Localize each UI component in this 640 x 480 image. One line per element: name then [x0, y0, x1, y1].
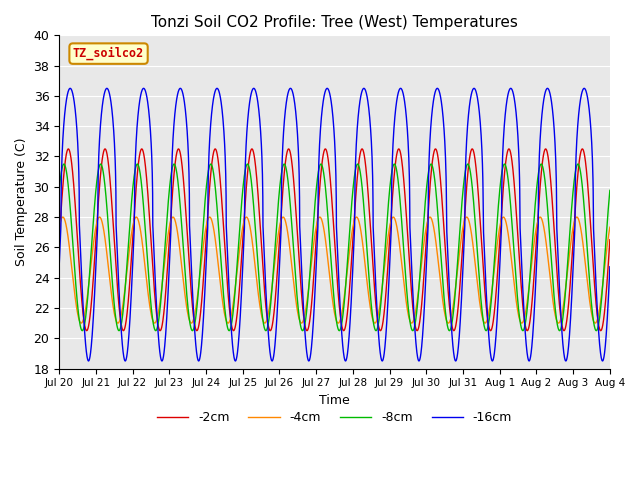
-8cm [151, 327, 159, 333]
-4cm [591, 320, 599, 326]
Line: -4cm: -4cm [59, 217, 610, 323]
-4cm [606, 224, 614, 230]
-8cm [536, 163, 544, 169]
-4cm [59, 214, 67, 220]
-4cm [267, 297, 275, 302]
-4cm [55, 224, 63, 230]
-4cm [291, 286, 298, 291]
-8cm [118, 316, 126, 322]
Line: -8cm: -8cm [59, 164, 610, 331]
X-axis label: Time: Time [319, 394, 350, 407]
-8cm [267, 303, 275, 309]
-16cm [118, 339, 126, 345]
-16cm [291, 98, 298, 104]
Line: -2cm: -2cm [59, 149, 610, 331]
-4cm [536, 214, 544, 220]
-2cm [597, 328, 605, 334]
-16cm [598, 358, 606, 364]
-16cm [151, 269, 159, 275]
-2cm [55, 237, 63, 243]
-16cm [536, 141, 544, 146]
-8cm [60, 161, 68, 167]
-2cm [151, 293, 159, 299]
-2cm [267, 328, 275, 334]
-4cm [151, 320, 159, 326]
-8cm [606, 188, 614, 193]
-2cm [65, 146, 72, 152]
Title: Tonzi Soil CO2 Profile: Tree (West) Temperatures: Tonzi Soil CO2 Profile: Tree (West) Temp… [151, 15, 518, 30]
-2cm [595, 325, 603, 331]
-2cm [536, 186, 544, 192]
-16cm [595, 337, 603, 343]
-8cm [55, 188, 63, 193]
-2cm [291, 187, 298, 192]
-16cm [55, 264, 63, 270]
-8cm [291, 259, 298, 264]
-8cm [596, 316, 604, 322]
-4cm [118, 307, 126, 312]
Line: -16cm: -16cm [59, 88, 610, 361]
-8cm [593, 328, 600, 334]
Y-axis label: Soil Temperature (C): Soil Temperature (C) [15, 138, 28, 266]
Text: TZ_soilco2: TZ_soilco2 [73, 47, 144, 60]
-16cm [606, 264, 614, 270]
-4cm [596, 307, 604, 313]
-2cm [118, 325, 126, 331]
-2cm [606, 237, 614, 243]
Legend: -2cm, -4cm, -8cm, -16cm: -2cm, -4cm, -8cm, -16cm [152, 406, 517, 429]
-16cm [67, 85, 74, 91]
-16cm [267, 353, 275, 359]
